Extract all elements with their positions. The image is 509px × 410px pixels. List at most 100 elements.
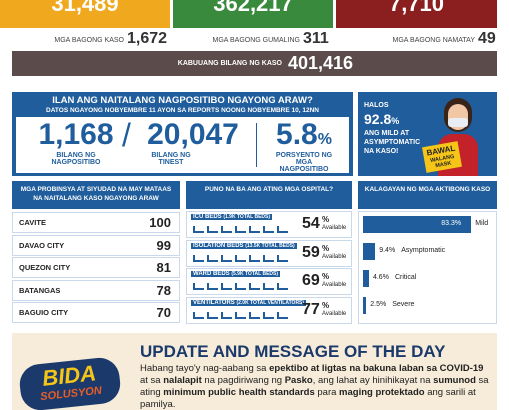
hospital-unit: % — [322, 272, 330, 281]
hospital-detail: (5.9K TOTAL BEDS) — [231, 271, 279, 277]
callout-text: ANG MILD AT ASYMPTOMATIC NA KASO! — [364, 130, 421, 155]
hospital-status: Available — [322, 225, 347, 231]
message-title: UPDATE AND MESSAGE OF THE DAY — [140, 342, 446, 361]
bed-icon — [263, 311, 274, 319]
case-bar — [363, 270, 369, 287]
bed-icon — [249, 254, 260, 262]
hospital-unit: % — [322, 215, 330, 224]
rate-part: 5.8 — [276, 118, 318, 151]
positivity-title: ILAN ANG NAITALANG NAGPOSITIBO NGAYONG A… — [52, 95, 313, 106]
case-bar — [363, 216, 472, 233]
bed-icon — [263, 254, 274, 262]
bed-icon — [193, 311, 204, 319]
bed-icon — [193, 226, 204, 233]
province-name: DAVAO CITY — [19, 240, 65, 250]
bed-icon — [263, 283, 274, 290]
new-label: MGA BAGONG KASO — [54, 37, 124, 44]
callout-value: 92.8% — [364, 111, 399, 127]
hospital-value: 77 — [302, 300, 320, 318]
bed-icon — [249, 226, 260, 233]
hospital-unit: % — [322, 243, 330, 253]
bed-icon — [221, 254, 232, 262]
bed-icon — [193, 283, 204, 290]
hospital-name: ICU BEDS (1.9K TOTAL BEDS) — [191, 214, 273, 220]
bed-icon — [235, 311, 246, 319]
hospital-name: ISOLATION BEDS (13.5K TOTAL BEDS) — [191, 242, 297, 249]
active-panel: 83.3% Mild 9.4% Asymptomatic 4.6% Critical 2.5… — [358, 211, 497, 324]
case-pct: 9.4% — [379, 247, 396, 254]
bed-icon — [249, 283, 260, 290]
case-pct: 2.5% — [370, 301, 387, 308]
bed-icon — [235, 283, 246, 290]
hospital-row: ICU BEDS (1.9K TOTAL BEDS) 54% Available — [186, 211, 352, 238]
province-name: QUEZON CITY — [19, 263, 71, 272]
case-bar — [363, 243, 376, 260]
bed-icon — [249, 311, 260, 319]
positivity-box: ILAN ANG NAITALANG NAGPOSITIBO NGAYONG A… — [12, 92, 353, 176]
hospital-detail: (13.5K TOTAL BEDS) — [245, 242, 295, 249]
positivity-subtitle: DATOS NGAYONG NOBYEMBRE 11 AYON SA REPOR… — [46, 107, 319, 114]
stat-box: 7,710 — [336, 0, 497, 28]
callout-lead: HALOS — [364, 102, 389, 109]
case-pct: 4.6% — [372, 274, 389, 281]
hospital-row: ISOLATION BEDS (13.5K TOTAL BEDS) 59% Avai… — [186, 239, 352, 267]
new-label: MGA BAGONG NAMATAY — [392, 37, 475, 44]
new-label: MGA BAGONG GUMALING — [212, 37, 300, 44]
column-title: PUNO NA BA ANG ATING MGA OSPITAL? — [204, 186, 334, 193]
rate: 5.8% — [264, 118, 344, 152]
hospital-unit: % — [322, 300, 330, 310]
callout-part: % — [391, 116, 400, 126]
text-segment: at sa — [140, 375, 164, 386]
province-row: BATANGAS 78 — [12, 279, 180, 301]
hospital-type: ICU BEDS — [193, 214, 224, 220]
text-segment: maging protektado — [339, 387, 425, 398]
province-row: BAGUIO CITY 70 — [12, 302, 180, 323]
column-header: KALAGAYAN NG MGA AKTIBONG KASO — [358, 181, 497, 209]
bed-icon — [221, 226, 232, 233]
province-count: 99 — [156, 237, 171, 253]
case-name: Critical — [394, 274, 417, 281]
bed-icon — [277, 283, 288, 290]
positive-count: 1,168 — [38, 118, 114, 151]
bed-icon — [221, 283, 232, 290]
callout-box: HALOS 92.8% ANG MILD AT ASYMPTOMATIC NA KA… — [358, 92, 497, 176]
text-segment: nalalapit — [163, 375, 202, 386]
case-name: Asymptomatic — [401, 247, 446, 254]
stat-value: 7,710 — [388, 0, 445, 16]
column-header: MGA PROBINSYA AT SIYUDAD NA MAY MATAAS N… — [12, 181, 180, 209]
hospital-name: VENTILATORS (2.0K TOTAL VENTILATORS) — [191, 299, 307, 306]
bed-icon — [207, 254, 218, 262]
bed-icon — [277, 254, 288, 262]
bed-icon — [207, 226, 218, 233]
hospital-name: WARD BEDS (5.9K TOTAL BEDS) — [191, 271, 281, 277]
province-name: BATANGAS — [19, 285, 61, 295]
new-value: 49 — [478, 30, 496, 47]
logo: BIDA SOLUSYON — [17, 355, 123, 410]
new-value: 1,672 — [127, 30, 168, 47]
bed-icon — [193, 254, 204, 262]
hospital-type: WARD BEDS — [193, 271, 232, 277]
separator: / — [122, 117, 131, 153]
column-title: KALAGAYAN NG MGA AKTIBONG KASO — [364, 186, 491, 193]
hospital-detail: (1.9K TOTAL BEDS) — [223, 214, 271, 220]
message-box: BIDA SOLUSYON UPDATE AND MESSAGE OF THE DA… — [12, 333, 497, 410]
text-segment: Pasko — [284, 375, 313, 386]
tested-label: BILANG NG TINEST — [151, 152, 191, 166]
bed-icon — [207, 283, 218, 290]
text-segment: sa ating — [140, 375, 489, 398]
province-count: 100 — [149, 215, 171, 230]
bed-icon — [207, 311, 218, 319]
province-name: BAGUIO CITY — [19, 308, 69, 317]
case-name: Mild — [475, 220, 489, 227]
callout-part: 92.8 — [364, 111, 392, 127]
hospital-detail: (2.0K TOTAL VENTILATORS) — [236, 299, 305, 306]
hospital-type: VENTILATORS — [193, 299, 237, 306]
text-segment: na pagdiriwang ng — [201, 375, 285, 386]
case-bar — [363, 297, 367, 314]
province-name: CAVITE — [19, 218, 46, 227]
hospital-value: 59 — [302, 243, 320, 261]
message-text: Habang tayo'y nag-aabang sa epektibo at … — [140, 363, 492, 410]
total-bar: KABUUANG BILANG NG KASO 401,416 — [12, 51, 497, 76]
tested-count: 20,047 — [147, 118, 239, 151]
text-segment: Habang tayo'y nag-aabang sa — [140, 363, 270, 374]
